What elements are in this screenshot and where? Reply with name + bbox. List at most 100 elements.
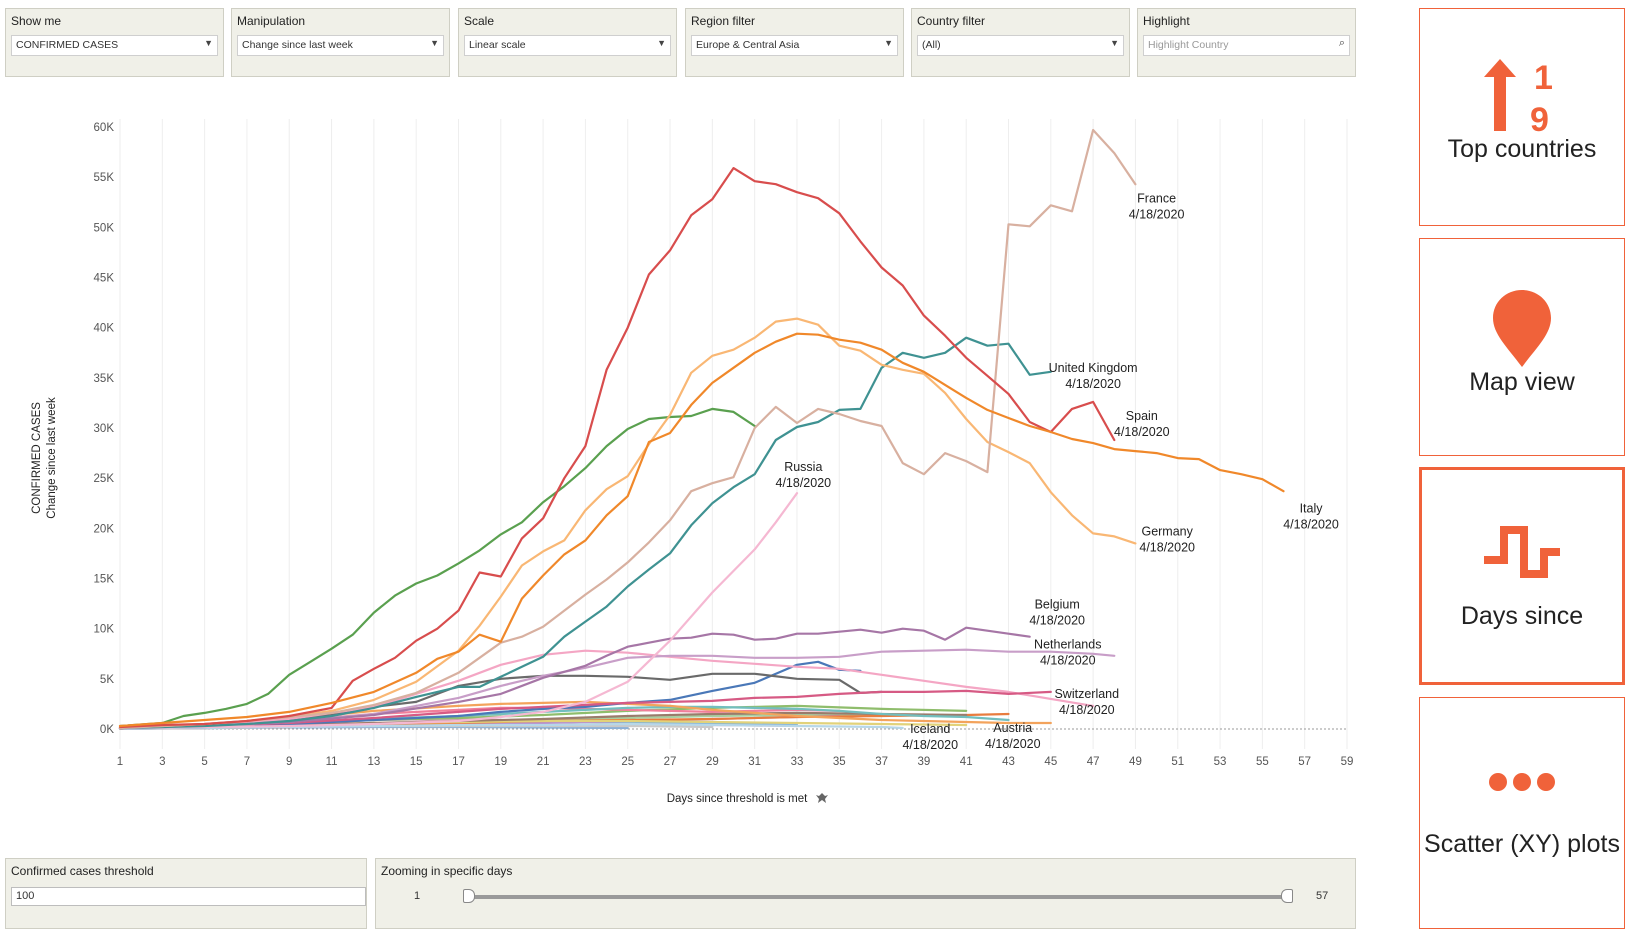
series-line-switzerland[interactable] <box>118 689 1052 730</box>
x-tick-label: 43 <box>1002 756 1015 768</box>
series-label-name: Belgium <box>1035 598 1080 612</box>
filter-region: Region filter Europe & Central Asia ▼ <box>685 8 904 77</box>
x-tick-label: 39 <box>917 756 930 768</box>
series-label-date: 4/18/2020 <box>1029 614 1085 628</box>
filter-manipulation: Manipulation Change since last week ▼ <box>231 8 450 77</box>
zoom-panel: Zooming in specific days 1 57 <box>375 858 1356 929</box>
map-pin-icon <box>1420 289 1624 369</box>
search-icon: ⌕ <box>1338 37 1345 49</box>
series-lines <box>118 128 1285 730</box>
series-label-date: 4/18/2020 <box>1059 703 1115 717</box>
chevron-down-icon: ▼ <box>1110 38 1119 48</box>
chevron-down-icon: ▼ <box>430 38 439 48</box>
series-line-austria[interactable] <box>118 700 1052 730</box>
dropdown-value: (All) <box>922 39 941 51</box>
threshold-panel: Confirmed cases threshold 100 <box>5 858 367 929</box>
chevron-down-icon: ▼ <box>204 38 213 48</box>
x-tick-label: 33 <box>791 756 804 768</box>
filter-label: Show me <box>11 14 62 28</box>
series-label-date: 4/18/2020 <box>1040 654 1096 668</box>
scale-dropdown[interactable]: Linear scale ▼ <box>464 35 671 56</box>
y-tick-label: 55K <box>94 172 115 184</box>
chevron-down-icon: ▼ <box>657 38 666 48</box>
series-label-date: 4/18/2020 <box>776 476 832 490</box>
filter-country: Country filter (All) ▼ <box>911 8 1130 77</box>
series-label-name: United Kingdom <box>1049 361 1138 375</box>
show-me-dropdown[interactable]: CONFIRMED CASES ▼ <box>11 35 218 56</box>
filter-label: Scale <box>464 14 495 28</box>
zoom-slider-handle-start[interactable] <box>463 889 475 903</box>
x-tick-label: 25 <box>621 756 634 768</box>
series-label-name: Spain <box>1126 409 1158 423</box>
x-tick-label: 37 <box>875 756 888 768</box>
x-axis-ticks: 1 3 5 7 9 11 13 15 17 19 21 23 25 27 29 31 33 35 37 39 41 43 4… <box>117 756 1354 768</box>
x-tick-label: 23 <box>579 756 592 768</box>
region-dropdown[interactable]: Europe & Central Asia ▼ <box>691 35 898 56</box>
search-placeholder: Highlight Country <box>1148 39 1229 51</box>
dropdown-value: CONFIRMED CASES <box>16 39 119 51</box>
nav-top-countries[interactable]: 1 9 Top countries <box>1419 8 1625 226</box>
y-tick-label: 45K <box>94 273 115 285</box>
x-tick-label: 21 <box>537 756 550 768</box>
x-tick-label: 5 <box>201 756 207 768</box>
nav-days-since[interactable]: Days since <box>1419 467 1625 685</box>
series-label-date: 4/18/2020 <box>985 737 1041 751</box>
x-tick-label: 17 <box>452 756 465 768</box>
series-line-russia[interactable] <box>118 492 799 730</box>
x-axis-title: Days since threshold is met <box>667 793 808 805</box>
x-tick-label: 35 <box>833 756 846 768</box>
x-tick-label: 59 <box>1341 756 1354 768</box>
threshold-label: Confirmed cases threshold <box>11 864 154 878</box>
series-line-turkey[interactable] <box>118 407 756 728</box>
pin-icon[interactable] <box>816 793 828 803</box>
x-tick-label: 53 <box>1214 756 1227 768</box>
x-tick-label: 57 <box>1298 756 1311 768</box>
x-tick-label: 3 <box>159 756 165 768</box>
series-label-date: 4/18/2020 <box>1139 540 1195 554</box>
y-axis-ticks: 0K 5K 10K 15K 20K 25K 30K 35K 40K 45K 50K 55K 60K <box>94 122 115 736</box>
x-tick-label: 1 <box>117 756 123 768</box>
highlight-search-input[interactable]: Highlight Country ⌕ <box>1143 35 1350 56</box>
zoom-slider-handle-end[interactable] <box>1281 889 1293 903</box>
days-since-icon <box>1422 522 1622 582</box>
series-label-date: 4/18/2020 <box>1283 517 1339 531</box>
series-line-portugal[interactable] <box>118 649 1095 730</box>
nav-label: Map view <box>1469 368 1575 396</box>
dropdown-value: Change since last week <box>242 39 353 51</box>
y-tick-label: 35K <box>94 373 115 385</box>
nav-label: Scatter (XY) plots <box>1424 830 1620 858</box>
filter-show-me: Show me CONFIRMED CASES ▼ <box>5 8 224 77</box>
x-tick-label: 51 <box>1171 756 1184 768</box>
series-line-belgium[interactable] <box>118 626 1031 730</box>
series-line-netherlands[interactable] <box>118 648 1116 730</box>
y-tick-label: 50K <box>94 222 115 234</box>
x-tick-label: 41 <box>960 756 973 768</box>
days-since-line-chart: 1 3 5 7 9 11 13 15 17 19 21 23 25 27 29 31 33 35 37 39 41 43 4… <box>31 119 1354 805</box>
series-line-spain[interactable] <box>118 166 1116 729</box>
country-dropdown[interactable]: (All) ▼ <box>917 35 1124 56</box>
y-axis-title: CONFIRMED CASES <box>31 402 43 514</box>
series-label-name: Germany <box>1141 524 1193 538</box>
series-label-date: 4/18/2020 <box>1065 377 1121 391</box>
svg-text:1: 1 <box>1534 59 1553 97</box>
series-label-date: 4/18/2020 <box>1129 207 1185 221</box>
series-line-united-kingdom[interactable] <box>118 336 1052 730</box>
zoom-label: Zooming in specific days <box>381 864 513 878</box>
y-tick-label: 60K <box>94 122 115 134</box>
zoom-slider-track[interactable] <box>469 895 1287 899</box>
y-tick-label: 15K <box>94 574 115 586</box>
series-label-date: 4/18/2020 <box>1114 425 1170 439</box>
series-label-name: Switzerland <box>1054 687 1119 701</box>
manipulation-dropdown[interactable]: Change since last week ▼ <box>237 35 444 56</box>
series-line-italy[interactable] <box>118 332 1285 728</box>
nav-map-view[interactable]: Map view <box>1419 238 1625 456</box>
x-tick-label: 15 <box>410 756 423 768</box>
threshold-input[interactable]: 100 <box>11 887 366 906</box>
series-line-germany[interactable] <box>118 317 1137 729</box>
nav-scatter-plots[interactable]: Scatter (XY) plots <box>1419 697 1625 929</box>
series-label-name: Russia <box>784 460 822 474</box>
series-line-france[interactable] <box>118 128 1137 730</box>
filter-highlight: Highlight Highlight Country ⌕ <box>1137 8 1356 77</box>
zoom-min-value: 1 <box>414 890 421 902</box>
y-axis-subtitle: Change since last week <box>46 397 58 519</box>
